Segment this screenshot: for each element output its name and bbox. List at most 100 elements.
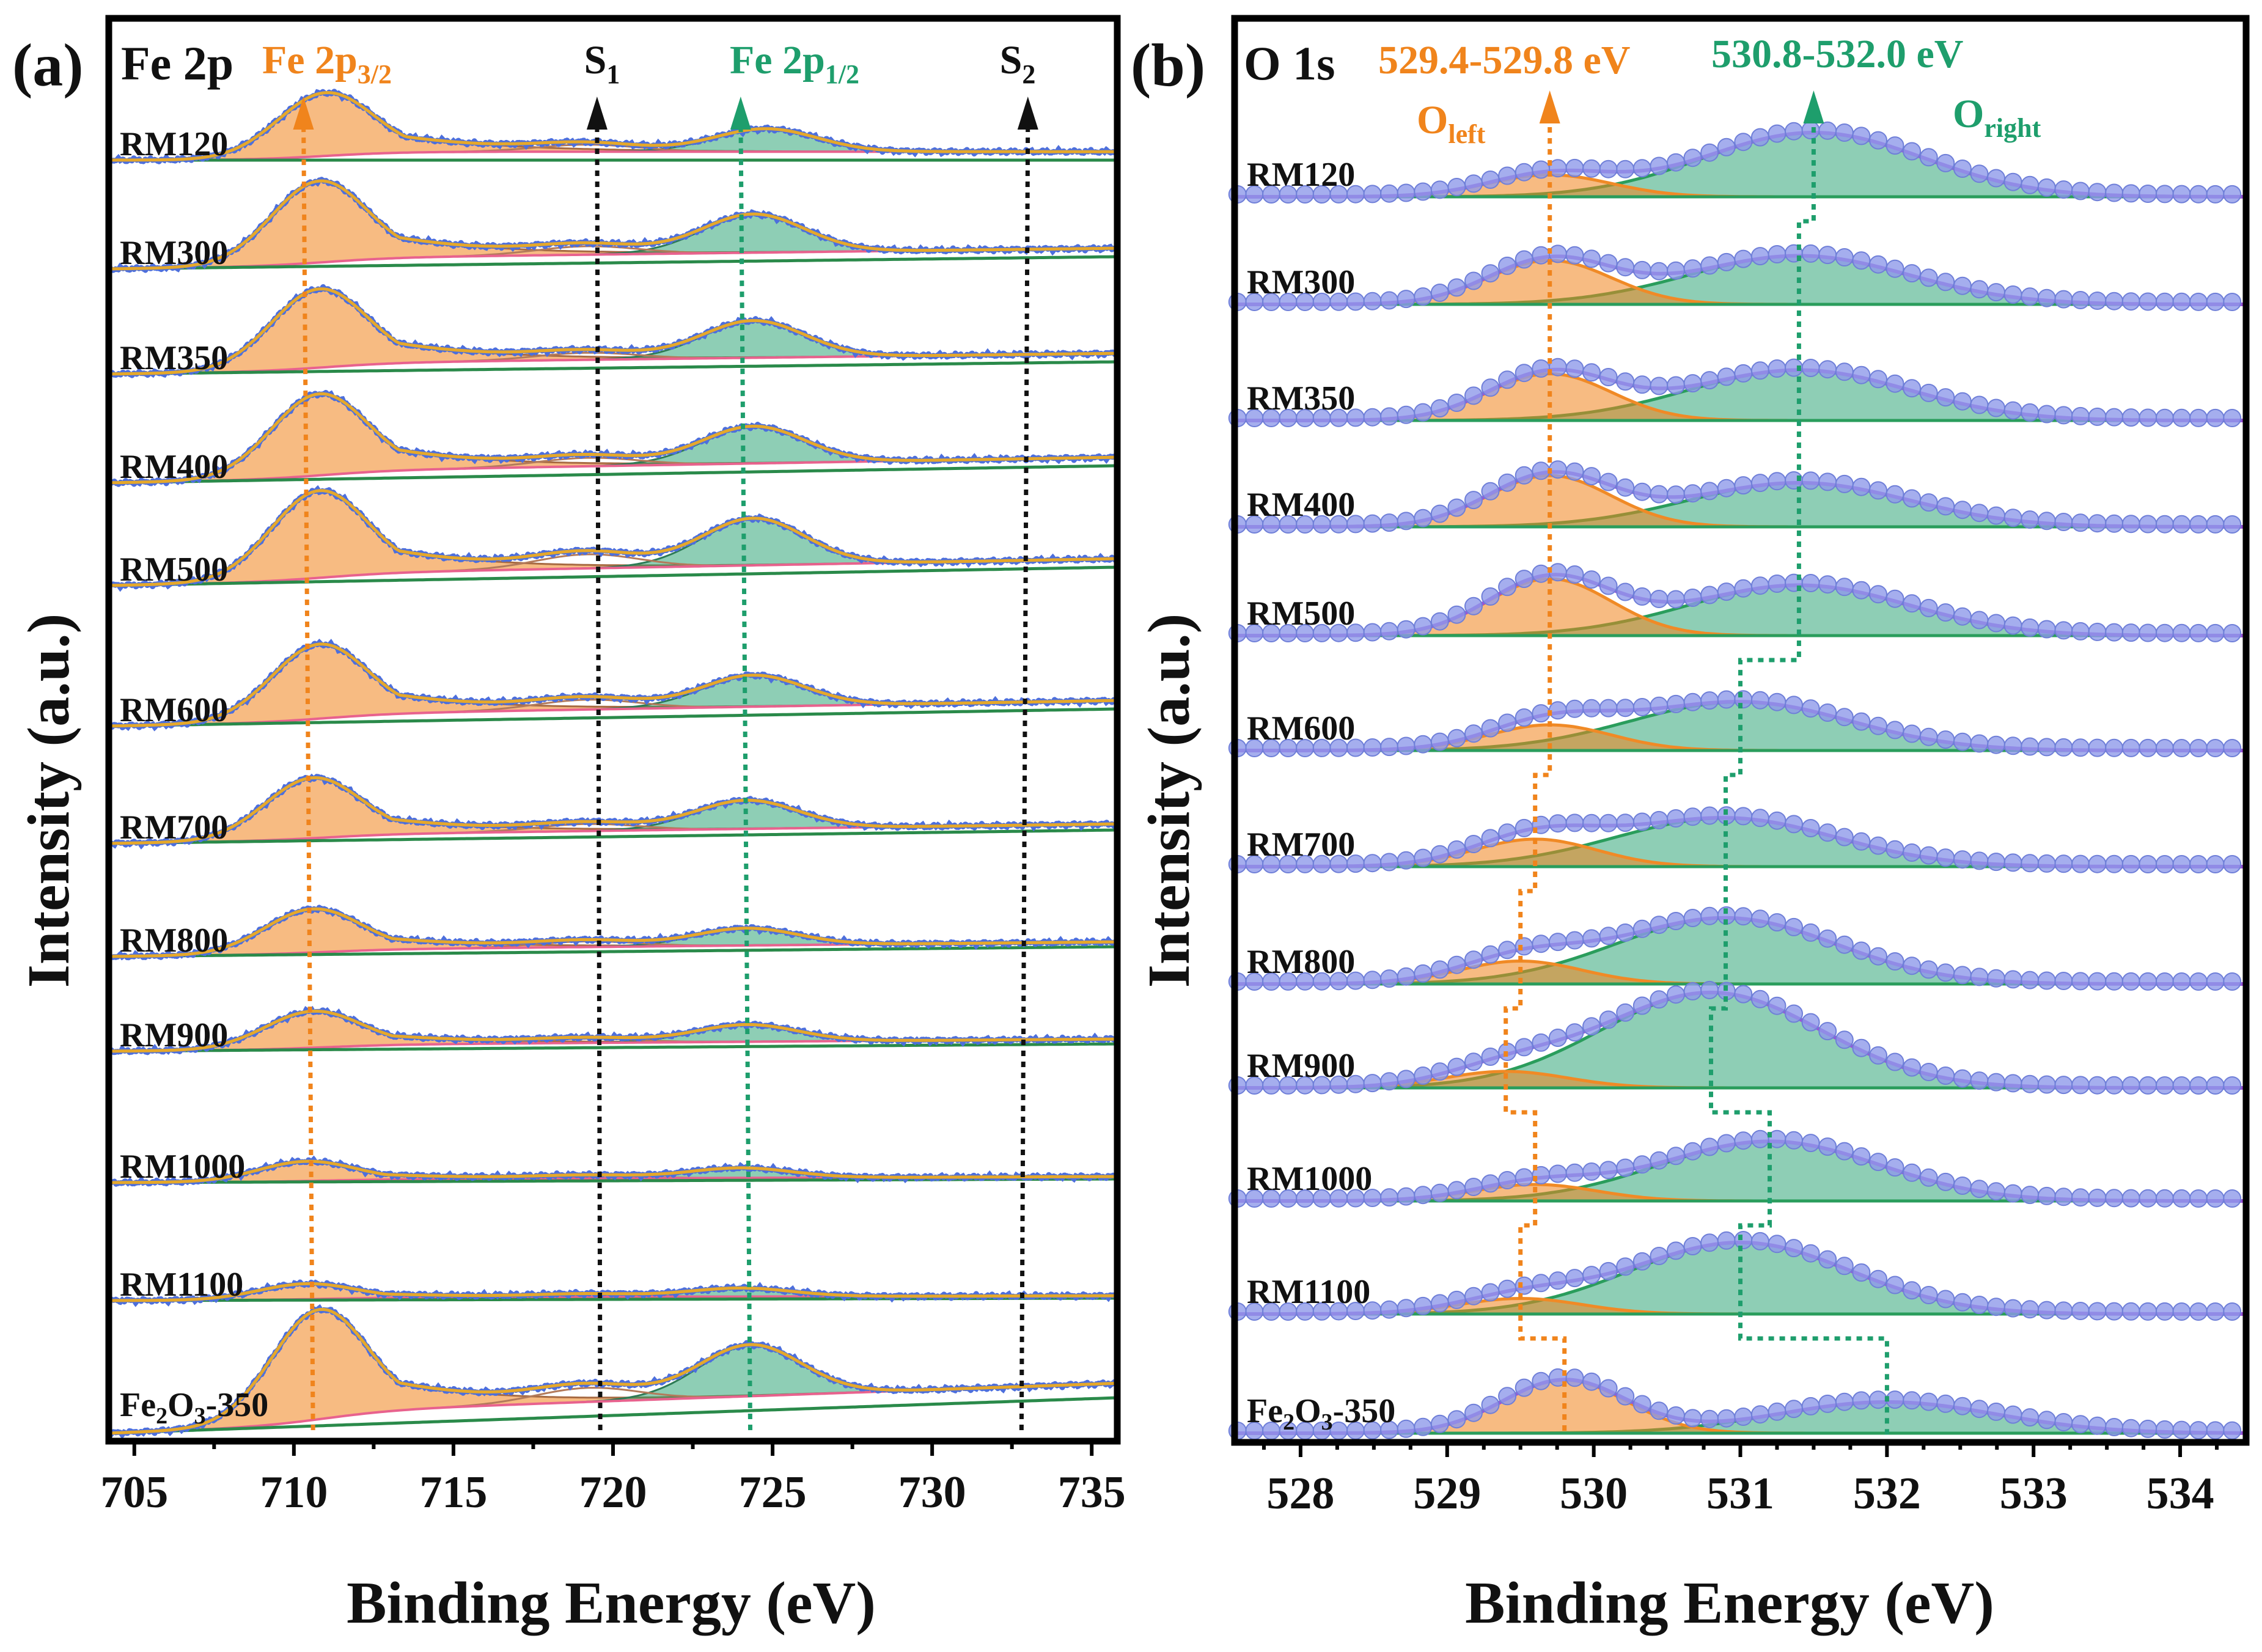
x-tick-label: 715 — [419, 1467, 487, 1518]
data-point — [1750, 361, 1769, 380]
data-point — [1430, 504, 1449, 523]
data-point — [1667, 153, 1685, 172]
data-point — [1414, 848, 1433, 867]
panel-b-sample-labels: RM120 RM300 RM350 RM400 RM500 RM600 RM700 RM800… — [1247, 156, 1395, 1435]
data-point — [1919, 846, 1938, 865]
o1s-data-points — [1228, 1368, 2242, 1440]
peak-guide-label: Fe 2p3/2 — [262, 38, 392, 89]
data-point — [2189, 292, 2208, 311]
data-point — [2139, 623, 2157, 642]
data-point — [1869, 585, 1887, 604]
data-point — [1835, 1257, 1854, 1276]
data-point — [2155, 972, 2174, 991]
data-point — [2037, 512, 2056, 530]
data-point — [1953, 1397, 1972, 1415]
data-point — [1734, 579, 1753, 598]
data-point — [2189, 1302, 2208, 1321]
fe2p-envelope-fit — [108, 489, 1116, 587]
data-point — [2037, 405, 2056, 424]
data-point — [1363, 738, 1382, 757]
data-point — [1987, 283, 2005, 302]
data-point — [2105, 292, 2124, 310]
data-point — [1548, 1029, 1567, 1047]
data-point — [1582, 813, 1601, 832]
data-point — [1632, 260, 1651, 279]
data-point — [2172, 623, 2191, 642]
data-point — [1667, 985, 1685, 1004]
data-point — [2003, 508, 2022, 527]
sample-label: RM500 — [120, 551, 228, 589]
data-point — [2172, 855, 2191, 873]
o-left-peak-guide — [1504, 116, 1567, 1436]
data-point — [2172, 1302, 2191, 1321]
data-point — [1582, 1162, 1601, 1181]
x-tick-label: 531 — [1706, 1469, 1774, 1519]
data-point — [1886, 485, 1904, 504]
data-point — [2105, 1418, 2124, 1436]
o1s-spectrum-rm400 — [1228, 460, 2246, 534]
data-point — [1970, 395, 1989, 414]
data-point — [1548, 1164, 1567, 1183]
o1s-spectrum-rm1100 — [1228, 1231, 2246, 1321]
data-point — [1852, 832, 1871, 851]
data-point — [1750, 909, 1769, 928]
data-point — [1970, 967, 1989, 986]
data-point — [1616, 258, 1635, 277]
data-point — [1616, 1158, 1635, 1177]
data-point — [1565, 699, 1584, 718]
data-point — [1650, 1151, 1669, 1170]
data-point — [2054, 972, 2073, 990]
data-point — [1532, 1274, 1551, 1293]
data-point — [1903, 1391, 1922, 1410]
data-point — [1498, 166, 1517, 185]
data-point — [1750, 1129, 1769, 1148]
data-point — [2037, 620, 2056, 639]
data-point — [1430, 1414, 1449, 1433]
peak-guide-1: Fe 2p3/2 — [262, 38, 392, 1431]
data-point — [1532, 564, 1551, 583]
panel-a-x-axis-label: Binding Energy (eV) — [347, 1570, 876, 1636]
data-point — [2105, 1189, 2124, 1208]
data-point — [1953, 1177, 1972, 1195]
data-point — [2054, 513, 2073, 531]
data-point — [1835, 248, 1854, 266]
peak-guide-arrow-head — [730, 97, 751, 130]
label-sub: 2 — [156, 1403, 167, 1429]
x-tick-label: 720 — [579, 1467, 647, 1518]
data-point — [1987, 398, 2005, 417]
data-point — [1532, 461, 1551, 480]
panel-a-annotations: Fe 2p3/2 S1 Fe 2p1/2 S2 — [262, 38, 1038, 1431]
data-point — [1970, 280, 1989, 299]
data-point — [1481, 1048, 1500, 1066]
data-point — [1380, 407, 1398, 426]
data-point — [1852, 581, 1871, 600]
o1s-spectrum-rm350 — [1228, 358, 2246, 427]
o-left-label: Oleft — [1417, 98, 1486, 149]
data-point — [1616, 478, 1635, 497]
data-point — [1616, 372, 1635, 391]
data-point — [1987, 1073, 2005, 1092]
data-point — [1397, 620, 1416, 639]
peak-guide-4: S2 — [1000, 38, 1038, 1431]
o1s-data-points — [1228, 1129, 2242, 1208]
data-point — [2088, 1302, 2107, 1321]
data-point — [1953, 501, 1972, 519]
data-point — [1582, 929, 1601, 948]
data-point — [1886, 1158, 1904, 1177]
data-point — [1430, 845, 1449, 864]
data-point — [1464, 1287, 1483, 1305]
peak-guide-3: Fe 2p1/2 — [730, 38, 859, 1431]
fe2p-envelope-fit — [109, 90, 1116, 162]
data-point — [1532, 934, 1551, 953]
data-point — [2121, 292, 2140, 311]
data-point — [1919, 493, 1938, 512]
data-point — [2172, 408, 2191, 427]
data-point — [2054, 180, 2073, 199]
linear-baseline-line — [108, 828, 1116, 845]
data-point — [1734, 690, 1753, 709]
data-point — [1599, 1261, 1618, 1280]
data-point — [1532, 704, 1551, 723]
data-point — [2105, 972, 2124, 991]
data-point — [1464, 1178, 1483, 1196]
